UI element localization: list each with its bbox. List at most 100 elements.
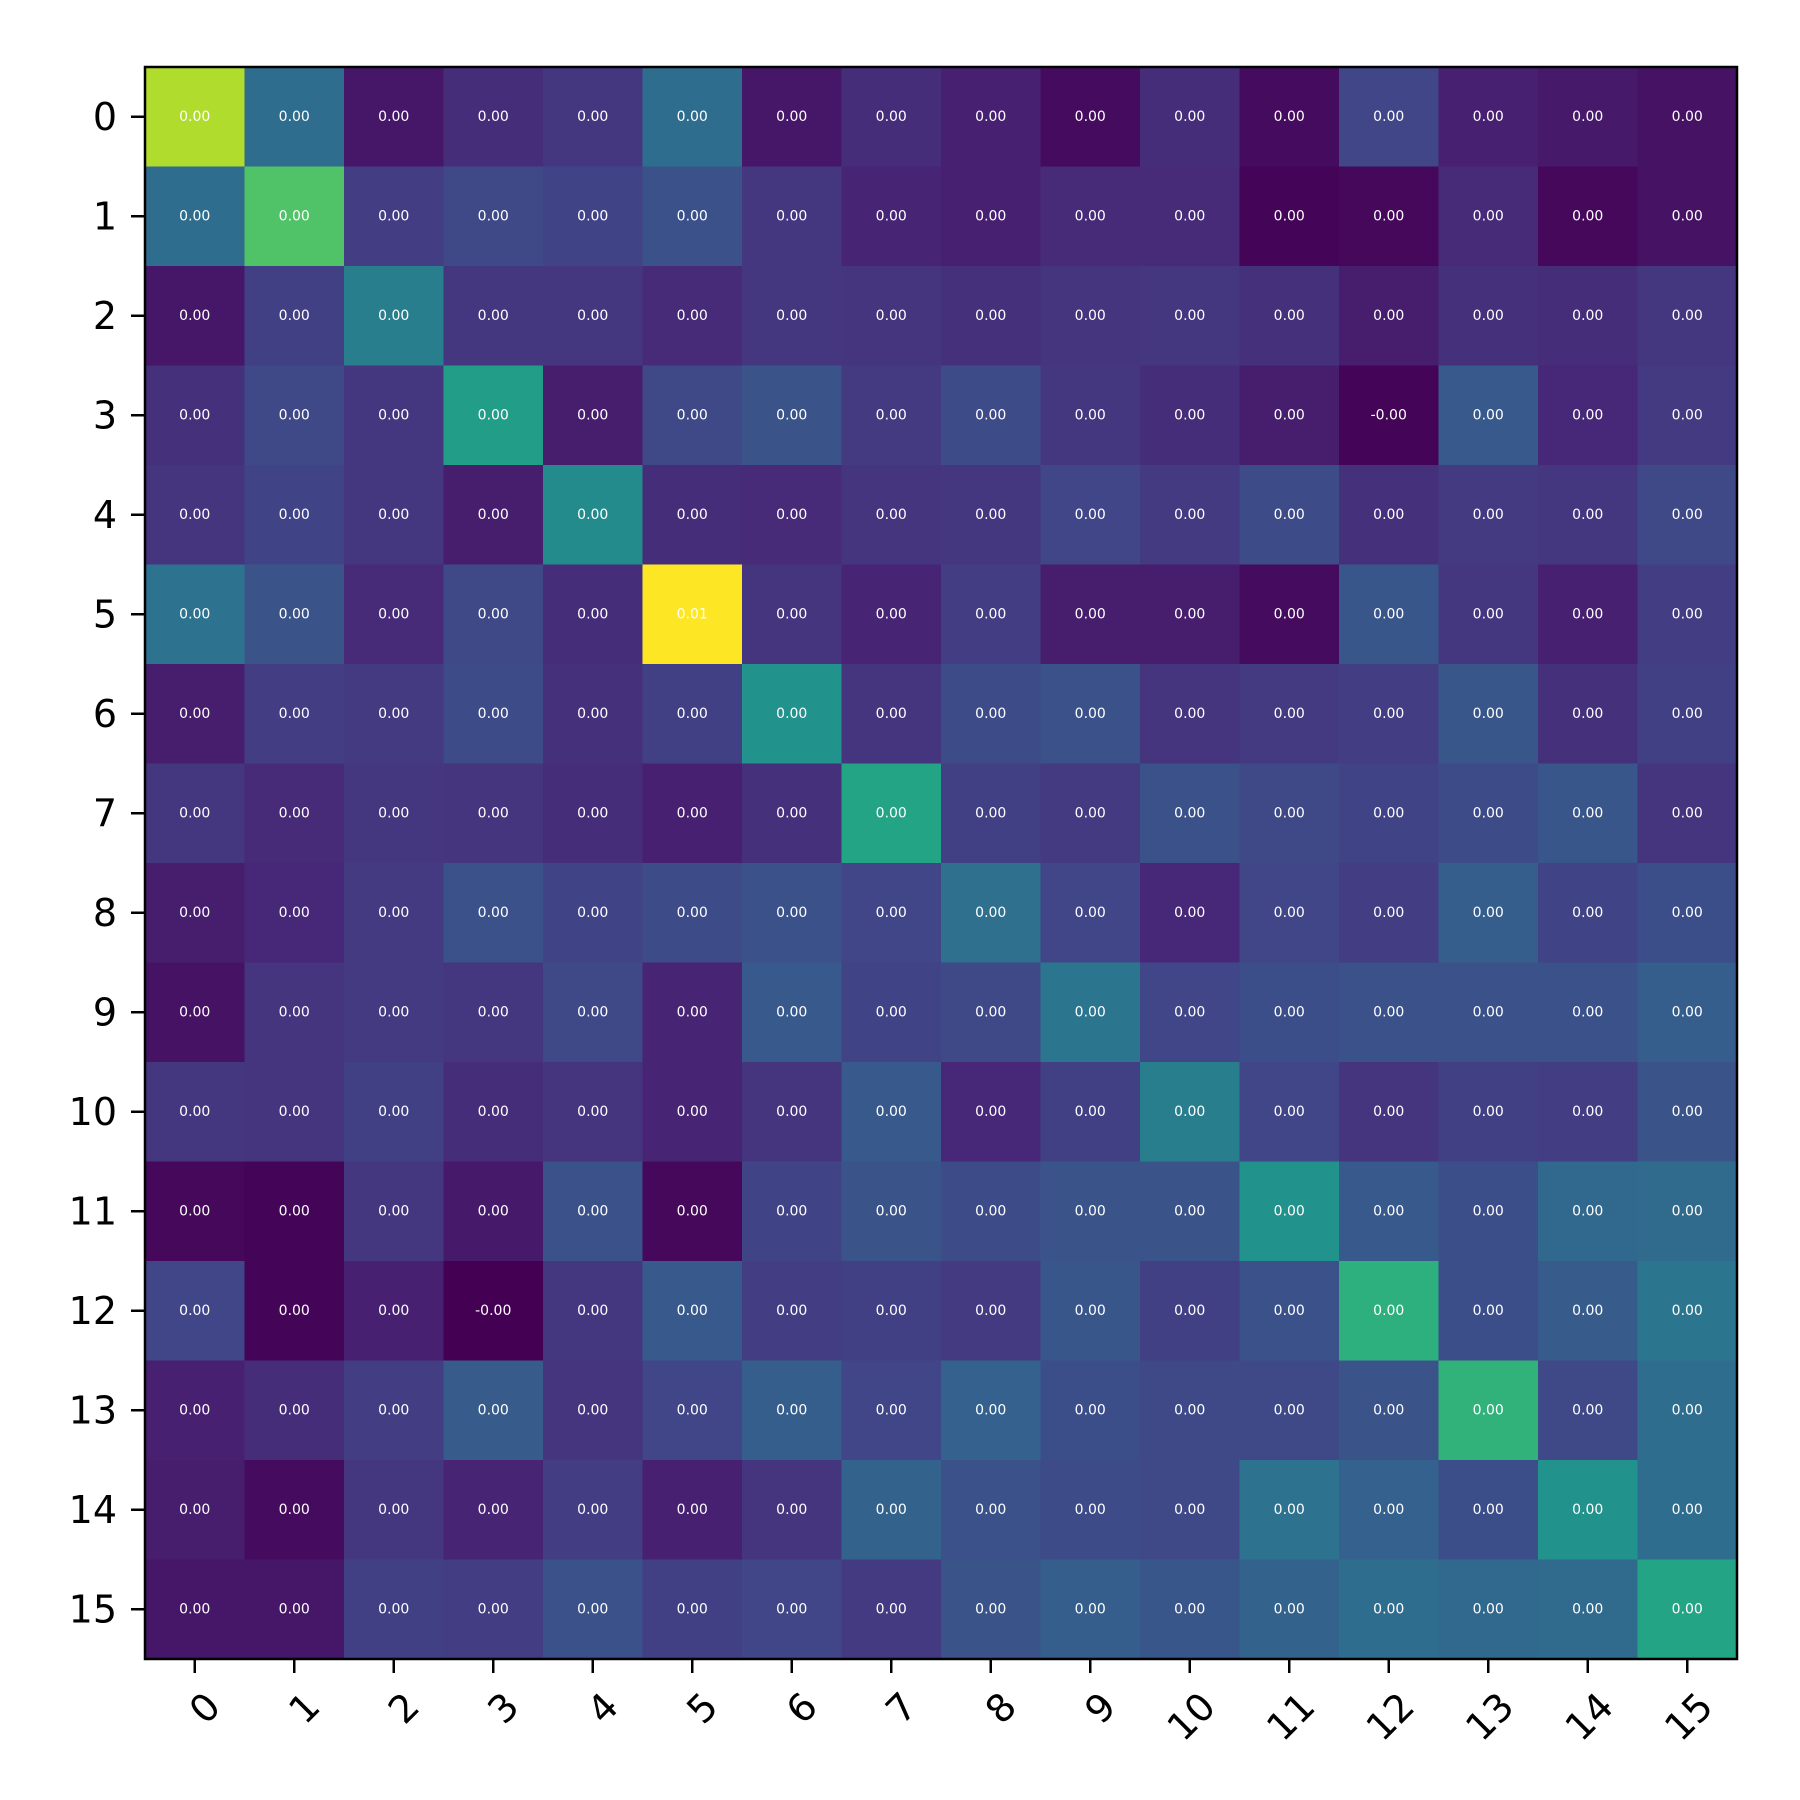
- heatmap-cell-r3-c7: [841, 365, 942, 466]
- y-tick-label-13: 13: [69, 1388, 117, 1432]
- heatmap-cell-r0-c13: [1438, 67, 1539, 167]
- cell-value-label-r12-c14: 0.00: [1572, 1303, 1603, 1319]
- heatmap-cell-r0-c9: [1040, 67, 1141, 167]
- cell-value-label-r11-c8: 0.00: [975, 1203, 1006, 1219]
- x-tick-label-11: 11: [1258, 1684, 1323, 1749]
- cell-value-label-r8-c6: 0.00: [776, 905, 807, 921]
- cell-value-label-r14-c13: 0.00: [1473, 1502, 1504, 1518]
- heatmap-cell-r9-c3: [443, 962, 544, 1063]
- cell-value-label-r1-c4: 0.00: [577, 208, 608, 224]
- heatmap-cell-r15-c15: [1637, 1559, 1738, 1660]
- cell-value-label-r7-c10: 0.00: [1174, 805, 1205, 821]
- cell-value-label-r7-c4: 0.00: [577, 805, 608, 821]
- cell-value-label-r9-c6: 0.00: [776, 1004, 807, 1020]
- cell-value-label-r6-c7: 0.00: [876, 706, 907, 722]
- heatmap-cell-r11-c14: [1538, 1161, 1638, 1262]
- heatmap-cell-r12-c11: [1239, 1261, 1340, 1361]
- heatmap-cell-r10-c9: [1040, 1062, 1141, 1162]
- heatmap-cell-r9-c11: [1239, 962, 1340, 1063]
- heatmap-cell-r10-c4: [543, 1062, 643, 1162]
- heatmap-cell-r5-c15: [1637, 564, 1738, 665]
- cell-value-label-r3-c6: 0.00: [776, 407, 807, 423]
- cell-value-label-r11-c15: 0.00: [1672, 1203, 1703, 1219]
- cell-value-label-r14-c4: 0.00: [577, 1502, 608, 1518]
- heatmap-cell-r5-c7: [841, 564, 942, 665]
- x-tick-label-5: 5: [678, 1684, 726, 1732]
- heatmap-cell-r15-c11: [1239, 1559, 1340, 1660]
- heatmap-cell-r2-c7: [841, 266, 942, 366]
- cell-value-label-r9-c9: 0.00: [1075, 1004, 1106, 1020]
- cell-value-label-r3-c8: 0.00: [975, 407, 1006, 423]
- heatmap-cell-r14-c10: [1140, 1460, 1240, 1560]
- cell-value-label-r15-c8: 0.00: [975, 1601, 1006, 1617]
- y-tick-label-6: 6: [93, 692, 117, 736]
- cell-value-label-r7-c8: 0.00: [975, 805, 1006, 821]
- heatmap-cell-r5-c3: [443, 564, 544, 665]
- heatmap-cell-r15-c12: [1339, 1559, 1439, 1660]
- cell-value-label-r2-c15: 0.00: [1672, 308, 1703, 324]
- heatmap-cell-r10-c10: [1140, 1062, 1240, 1162]
- heatmap-cell-r8-c10: [1140, 863, 1240, 963]
- heatmap-cell-r6-c5: [642, 664, 743, 764]
- heatmap-cell-r2-c5: [642, 266, 743, 366]
- heatmap-cell-r6-c11: [1239, 664, 1340, 764]
- cell-value-label-r13-c11: 0.00: [1274, 1402, 1305, 1418]
- cell-value-label-r5-c12: 0.00: [1373, 606, 1404, 622]
- cell-value-label-r2-c6: 0.00: [776, 308, 807, 324]
- heatmap-cell-r5-c6: [742, 564, 842, 665]
- heatmap-cell-r13-c12: [1339, 1360, 1439, 1461]
- cell-value-label-r15-c12: 0.00: [1373, 1601, 1404, 1617]
- x-tick-label-0: 0: [181, 1684, 229, 1732]
- cell-value-label-r4-c10: 0.00: [1174, 507, 1205, 523]
- cell-value-label-r3-c5: 0.00: [677, 407, 708, 423]
- cell-value-label-r14-c15: 0.00: [1672, 1502, 1703, 1518]
- cell-value-label-r8-c5: 0.00: [677, 905, 708, 921]
- heatmap-cell-r9-c14: [1538, 962, 1638, 1063]
- cell-value-label-r6-c8: 0.00: [975, 706, 1006, 722]
- heatmap-cell-r5-c11: [1239, 564, 1340, 665]
- cell-value-label-r5-c11: 0.00: [1274, 606, 1305, 622]
- heatmap-cell-r13-c5: [642, 1360, 743, 1461]
- cell-value-label-r5-c8: 0.00: [975, 606, 1006, 622]
- cell-value-label-r4-c5: 0.00: [677, 507, 708, 523]
- cell-value-label-r10-c12: 0.00: [1373, 1104, 1404, 1120]
- heatmap-cell-r9-c8: [941, 962, 1041, 1063]
- x-tick-label-15: 15: [1656, 1684, 1721, 1749]
- x-tick-label-12: 12: [1358, 1684, 1423, 1749]
- heatmap-cell-r8-c9: [1040, 863, 1141, 963]
- x-tick-label-9: 9: [1076, 1684, 1124, 1732]
- heatmap-cell-r0-c11: [1239, 67, 1340, 167]
- cell-value-label-r14-c14: 0.00: [1572, 1502, 1603, 1518]
- x-axis: 0 1 2 3 4 5 6 7 8 9 10 11 12 13 14 15: [181, 1659, 1721, 1749]
- cell-value-label-r13-c10: 0.00: [1174, 1402, 1205, 1418]
- cell-value-label-r7-c12: 0.00: [1373, 805, 1404, 821]
- heatmap-cell-r2-c8: [941, 266, 1041, 366]
- cell-value-label-r9-c15: 0.00: [1672, 1004, 1703, 1020]
- cell-value-label-r7-c7: 0.00: [876, 805, 907, 821]
- cell-value-label-r12-c8: 0.00: [975, 1303, 1006, 1319]
- heatmap-cell-r1-c8: [941, 166, 1041, 267]
- cell-value-label-r1-c13: 0.00: [1473, 208, 1504, 224]
- heatmap-cell-r15-c13: [1438, 1559, 1539, 1660]
- cell-value-label-r9-c0: 0.00: [179, 1004, 210, 1020]
- cell-value-label-r14-c3: 0.00: [478, 1502, 509, 1518]
- cell-value-label-r14-c11: 0.00: [1274, 1502, 1305, 1518]
- heatmap-cell-r13-c3: [443, 1360, 544, 1461]
- cell-value-label-r11-c11: 0.00: [1274, 1203, 1305, 1219]
- cell-value-label-r13-c3: 0.00: [478, 1402, 509, 1418]
- cell-value-label-r5-c9: 0.00: [1075, 606, 1106, 622]
- cell-value-label-r13-c7: 0.00: [876, 1402, 907, 1418]
- heatmap-cell-r8-c3: [443, 863, 544, 963]
- cell-value-label-r8-c3: 0.00: [478, 905, 509, 921]
- heatmap-cell-r14-c13: [1438, 1460, 1539, 1560]
- cell-value-label-r2-c13: 0.00: [1473, 308, 1504, 324]
- heatmap-cell-r0-c6: [742, 67, 842, 167]
- cell-value-label-r10-c11: 0.00: [1274, 1104, 1305, 1120]
- cell-value-label-r7-c9: 0.00: [1075, 805, 1106, 821]
- cell-value-label-r11-c14: 0.00: [1572, 1203, 1603, 1219]
- cell-value-label-r8-c9: 0.00: [1075, 905, 1106, 921]
- heatmap-cell-r1-c0: [145, 166, 245, 267]
- heatmap-cell-r6-c12: [1339, 664, 1439, 764]
- cell-value-label-r11-c10: 0.00: [1174, 1203, 1205, 1219]
- heatmap-cell-r1-c6: [742, 166, 842, 267]
